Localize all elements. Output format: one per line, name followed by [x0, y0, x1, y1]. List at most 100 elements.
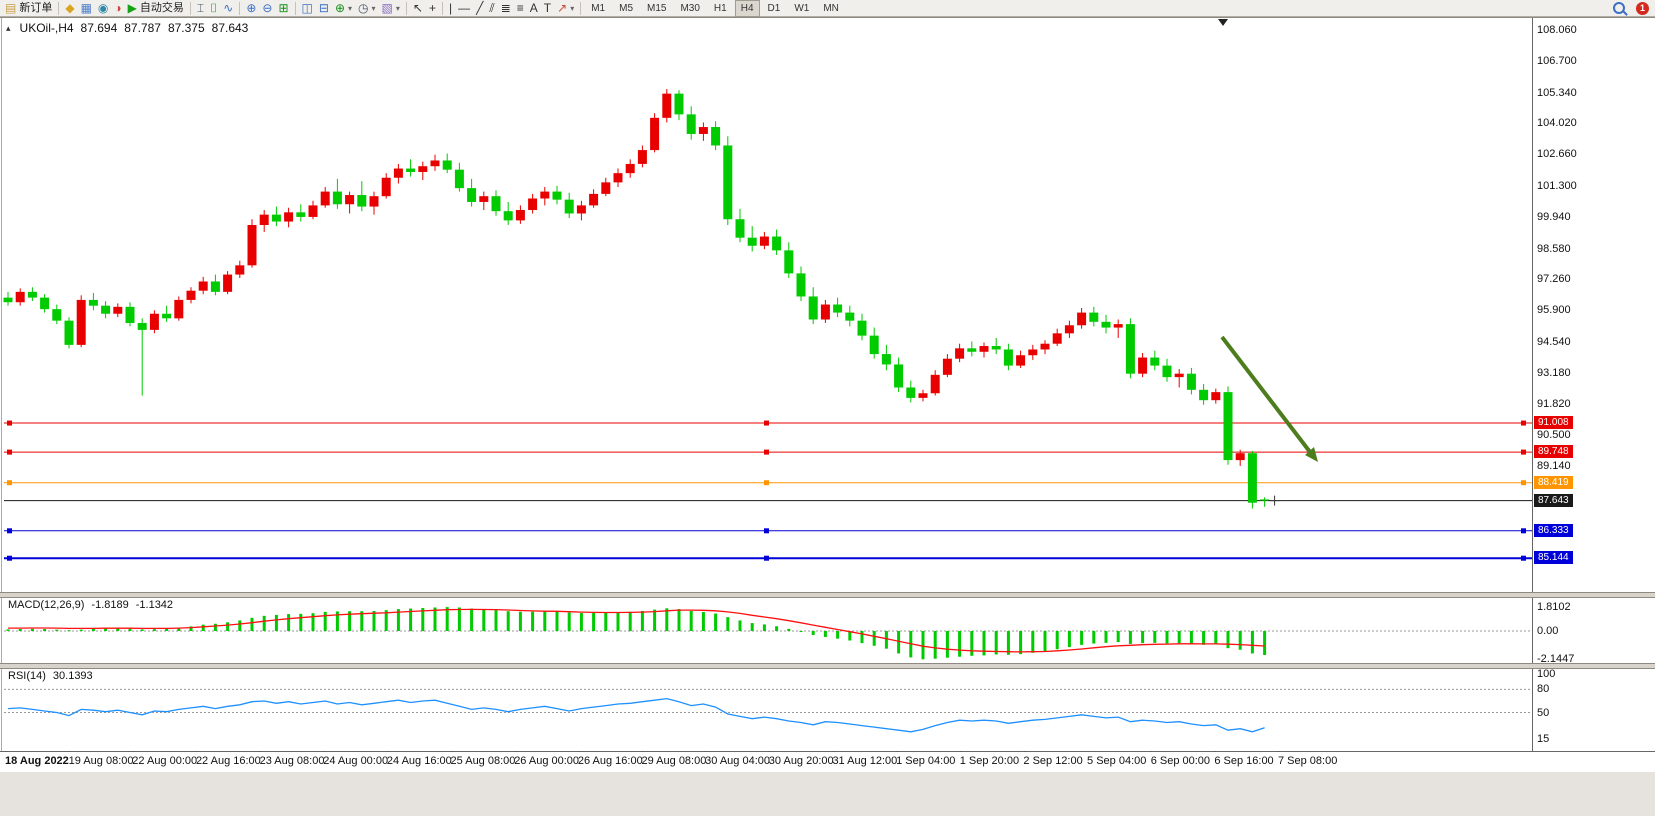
arrange-vertical-button[interactable]: ◫ — [299, 0, 316, 16]
macd-histogram-bar — [750, 623, 754, 631]
macd-histogram-bar — [860, 631, 864, 644]
chart-shift-marker[interactable] — [1218, 19, 1228, 26]
toolbar-separator — [189, 1, 191, 15]
hline-handle[interactable] — [7, 420, 12, 426]
trendline-icon: ╱ — [476, 1, 484, 15]
crosshair-button[interactable]: + — [426, 0, 439, 16]
cursor-button[interactable]: ↖ — [410, 0, 426, 16]
candle-body — [576, 205, 586, 214]
timeframe-button-h4[interactable]: H4 — [734, 0, 760, 17]
macd-histogram-bar — [811, 631, 815, 635]
shapes-button[interactable]: ≡ — [514, 0, 527, 16]
timeframe-button-w1[interactable]: W1 — [794, 2, 810, 14]
hline-handle[interactable] — [764, 449, 769, 455]
timeframe-button-m15[interactable]: M15 — [647, 2, 667, 14]
timeframe-button-d1[interactable]: D1 — [767, 2, 781, 14]
candle-body — [759, 236, 769, 246]
price-badge-87-643: 87.643 — [1534, 493, 1573, 507]
indicators-button[interactable]: ⊕ ▾ — [332, 0, 355, 16]
autotrading-button[interactable]: ▶ 自动交易 — [125, 0, 187, 16]
candle-body — [1113, 324, 1123, 328]
candlestick-button[interactable]: ⌷ — [207, 0, 220, 16]
rsi-header: RSI(14) 30.1393 — [8, 670, 93, 682]
candle-body — [942, 358, 952, 375]
timeframe-button-mn[interactable]: MN — [823, 2, 839, 14]
channel-button[interactable]: ⫽ — [486, 0, 497, 16]
macd-histogram-bar — [128, 628, 132, 631]
hline-handle[interactable] — [764, 528, 769, 534]
price-badge-89-748: 89.748 — [1534, 445, 1573, 459]
text-label-button[interactable]: T — [541, 0, 554, 16]
arrange-horizontal-icon: ⊟ — [318, 1, 329, 15]
timeframe-button-m1[interactable]: M1 — [591, 2, 606, 14]
hline-handle[interactable] — [7, 528, 12, 534]
templates-icon: ▧ — [381, 1, 393, 15]
market-watch-button[interactable]: ◆ — [62, 0, 77, 16]
trendline-button[interactable]: ╱ — [473, 0, 486, 16]
zoom-out-button[interactable]: ⊖ — [259, 0, 275, 16]
fibonacci-button[interactable]: ≣ — [498, 0, 514, 16]
candle-body — [1138, 357, 1148, 374]
candle-body — [503, 211, 513, 221]
arrows-button[interactable]: ↗ ▾ — [554, 0, 577, 16]
timeframe-button-m5[interactable]: M5 — [619, 2, 634, 14]
line-chart-button[interactable]: ∿ — [220, 0, 236, 16]
macd-histogram-bar — [1092, 631, 1096, 644]
channel-icon: ⫽ — [489, 1, 495, 15]
zoom-in-button[interactable]: ⊕ — [243, 0, 259, 16]
candle-body — [540, 191, 550, 199]
price-axis-label: 106.700 — [1537, 55, 1577, 68]
hline-handle[interactable] — [1521, 555, 1526, 561]
navigator-button[interactable]: ◉ — [95, 0, 111, 16]
time-axis-label: 5 Sep 04:00 — [1087, 755, 1147, 767]
crosshair-icon: + — [428, 1, 436, 15]
candle-body — [857, 320, 867, 336]
text-button[interactable]: A — [527, 0, 541, 16]
price-badge-86-333: 86.333 — [1534, 523, 1573, 537]
macd-title: MACD(12,26,9) — [8, 599, 85, 611]
candle-body — [1174, 373, 1184, 378]
horizontal-line-button[interactable]: — — [455, 0, 473, 16]
hline-handle[interactable] — [764, 420, 769, 426]
hline-handle[interactable] — [1521, 480, 1526, 486]
vertical-line-button[interactable]: | — [446, 0, 455, 16]
dropdown-arrow-icon: ▾ — [570, 3, 575, 13]
data-window-button[interactable]: ▦ — [78, 0, 95, 16]
one-click-trading-toggle[interactable]: ▴ — [6, 22, 11, 33]
hline-handle[interactable] — [7, 480, 12, 486]
dropdown-arrow-icon: ▾ — [395, 3, 400, 13]
candle-body — [747, 237, 757, 246]
hline-handle[interactable] — [7, 449, 12, 455]
terminal-button[interactable]: ◑ — [111, 0, 124, 16]
trend-arrow[interactable] — [1220, 335, 1312, 454]
macd-histogram-bar — [848, 631, 852, 641]
trend-arrow-head[interactable] — [1305, 447, 1318, 462]
price-axis: 108.060 106.700 105.340 104.020 102.660 101.3… — [1533, 0, 1655, 816]
macd-histogram-bar — [287, 614, 291, 631]
hline-handle[interactable] — [1521, 420, 1526, 426]
periods-button[interactable]: ◷ ▾ — [355, 0, 379, 16]
tile-windows-button[interactable]: ⊞ — [275, 0, 291, 16]
rsi-line — [7, 697, 1265, 733]
time-axis-label: 2 Sep 12:00 — [1023, 755, 1083, 767]
hline-handle[interactable] — [1521, 528, 1526, 534]
hline-handle[interactable] — [764, 480, 769, 486]
timeframe-button-m30[interactable]: M30 — [680, 2, 700, 14]
macd-histogram-bar — [921, 631, 925, 660]
templates-button[interactable]: ▧ ▾ — [379, 0, 403, 16]
hline-handle[interactable] — [1521, 449, 1526, 455]
candle-body — [564, 199, 574, 214]
search-button[interactable] — [1610, 0, 1628, 16]
timeframe-button-h1[interactable]: H1 — [713, 2, 727, 14]
hline-handle[interactable] — [7, 555, 12, 561]
new-order-button[interactable]: ▤ 新订单 — [2, 0, 55, 16]
bar-chart-button[interactable]: ⌶ — [194, 0, 207, 16]
candle-body — [955, 348, 965, 359]
macd-histogram-bar — [994, 631, 998, 655]
arrange-horizontal-button[interactable]: ⊟ — [316, 0, 332, 16]
hline-handle[interactable] — [764, 555, 769, 561]
notification-badge[interactable]: 1 — [1636, 1, 1649, 15]
symbol-title: UKOil-,H4 — [19, 21, 74, 35]
macd-histogram-bar — [1263, 631, 1267, 656]
